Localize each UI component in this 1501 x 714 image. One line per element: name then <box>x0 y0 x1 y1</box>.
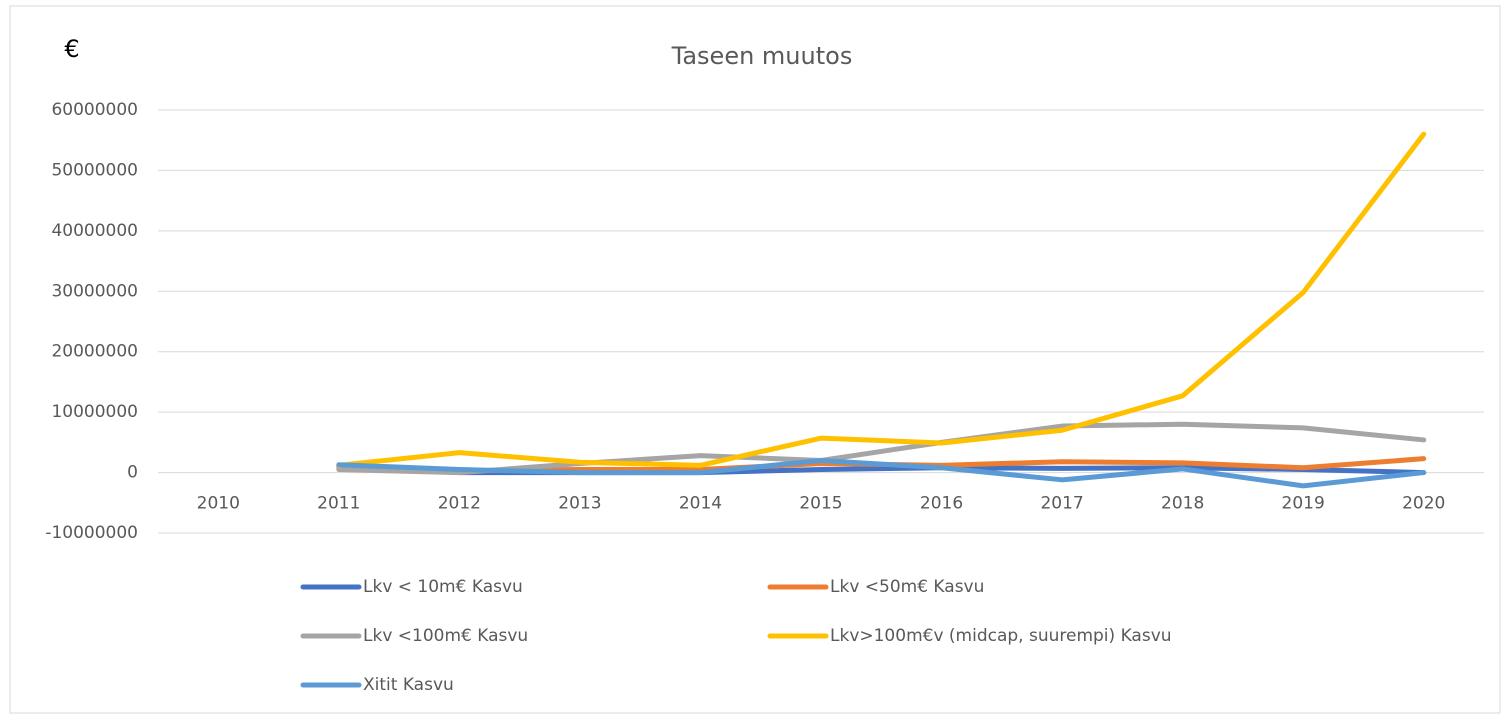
y-tick-label: 50000000 <box>51 160 138 180</box>
y-tick-label: 0 <box>127 463 138 483</box>
legend-label: Lkv>100m€v (midcap, suurempi) Kasvu <box>830 626 1172 646</box>
y-tick-label: 30000000 <box>51 281 138 301</box>
legend-label: Xitit Kasvu <box>363 675 454 695</box>
series-line <box>336 457 1427 489</box>
chart-title: Taseen muutos <box>671 42 853 70</box>
legend-label: Lkv <100m€ Kasvu <box>363 626 528 646</box>
x-tick-label: 2013 <box>558 494 601 514</box>
y-tick-label: 20000000 <box>51 342 138 362</box>
series-line <box>336 131 1427 468</box>
x-tick-label: 2012 <box>438 494 481 514</box>
y-tick-label: -10000000 <box>45 523 138 543</box>
chart-frame <box>9 5 1501 714</box>
x-tick-label: 2018 <box>1161 494 1204 514</box>
x-tick-label: 2017 <box>1040 494 1083 514</box>
x-tick-label: 2010 <box>197 494 240 514</box>
series-line <box>336 421 1427 476</box>
y-tick-label: 10000000 <box>51 402 138 422</box>
y-tick-label: 40000000 <box>51 221 138 241</box>
unit-label: € <box>64 35 79 63</box>
x-tick-label: 2020 <box>1402 494 1445 514</box>
x-tick-label: 2011 <box>317 494 360 514</box>
x-tick-label: 2014 <box>679 494 722 514</box>
x-tick-label: 2019 <box>1282 494 1325 514</box>
legend-label: Lkv < 10m€ Kasvu <box>363 577 523 597</box>
legend-label: Lkv <50m€ Kasvu <box>830 577 984 597</box>
x-tick-label: 2016 <box>920 494 963 514</box>
y-tick-label: 60000000 <box>51 100 138 120</box>
x-tick-label: 2015 <box>799 494 842 514</box>
